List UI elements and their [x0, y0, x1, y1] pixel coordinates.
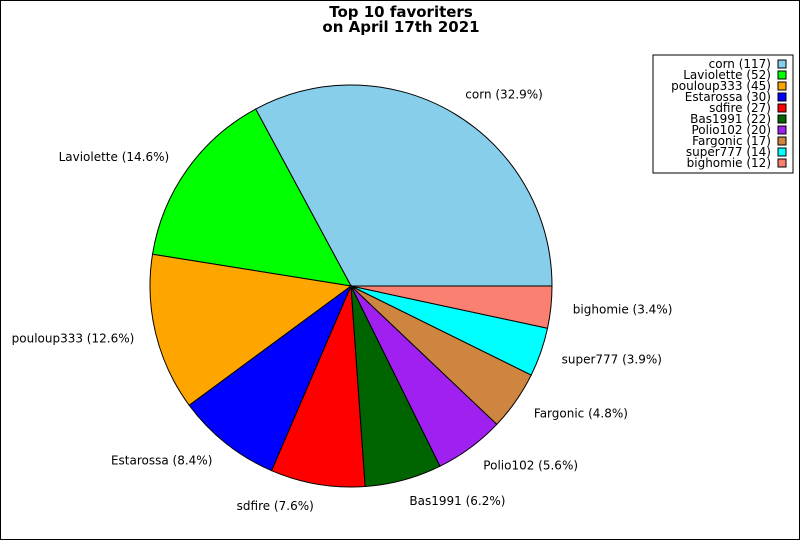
- pie-slice-laviolette: [151, 108, 352, 287]
- slice-label-bas1991: Bas1991 (6.2%): [409, 494, 505, 508]
- legend-entry-bighomie: bighomie (12): [687, 156, 771, 170]
- slice-label-super777: super777 (3.9%): [562, 352, 662, 366]
- legend-entry-super777: super777 (14): [686, 145, 771, 159]
- slice-label-pouloup333: pouloup333 (12.6%): [12, 332, 135, 346]
- legend-box: [652, 54, 794, 174]
- legend-swatch-bas1991: [777, 114, 787, 124]
- slice-labels: corn (32.9%) Laviolette (14.6%) pouloup333…: [12, 88, 673, 513]
- legend-entry-laviolette: Laviolette (52): [683, 68, 771, 82]
- legend-entry-bas1991: Bas1991 (22): [690, 112, 771, 126]
- legend-entry-corn: corn (117): [709, 57, 771, 71]
- legend-swatch-polio102: [777, 125, 787, 135]
- slice-label-sdfire: sdfire (7.6%): [237, 499, 314, 513]
- slice-label-bighomie: bighomie (3.4%): [573, 303, 673, 317]
- pie-slice-estarossa: [188, 284, 353, 472]
- pie-slice-corn: [254, 84, 553, 287]
- legend-entry-fargonic: Fargonic (17): [692, 134, 771, 148]
- pie-slice-sdfire: [270, 285, 366, 488]
- legend-swatch-super777: [777, 147, 787, 157]
- legend-entry-sdfire: sdfire (27): [709, 101, 771, 115]
- pie-slice-pouloup333: [149, 253, 353, 406]
- chart-subtitle: on April 17th 2021: [322, 18, 479, 36]
- slice-label-polio102: Polio102 (5.6%): [483, 459, 578, 473]
- legend-swatch-fargonic: [777, 136, 787, 146]
- legend: corn (117)Laviolette (52)pouloup333 (45)…: [652, 54, 794, 174]
- slice-label-corn: corn (32.9%): [465, 88, 543, 102]
- slice-label-laviolette: Laviolette (14.6%): [59, 150, 170, 164]
- legend-swatch-estarossa: [777, 92, 787, 102]
- pie-slices: [149, 84, 553, 488]
- legend-entry-pouloup333: pouloup333 (45): [671, 79, 771, 93]
- legend-swatch-bighomie: [777, 158, 787, 168]
- legend-swatch-laviolette: [777, 70, 787, 80]
- slice-label-estarossa: Estarossa (8.4%): [111, 454, 212, 468]
- legend-entry-estarossa: Estarossa (30): [685, 90, 771, 104]
- pie-slice-bighomie: [350, 285, 553, 329]
- chart-title: Top 10 favoriters: [329, 3, 473, 21]
- legend-swatch-corn: [777, 59, 787, 69]
- legend-entry-polio102: Polio102 (20): [691, 123, 771, 137]
- slice-label-fargonic: Fargonic (4.8%): [534, 407, 628, 421]
- legend-swatch-pouloup333: [777, 81, 787, 91]
- legend-swatch-sdfire: [777, 103, 787, 113]
